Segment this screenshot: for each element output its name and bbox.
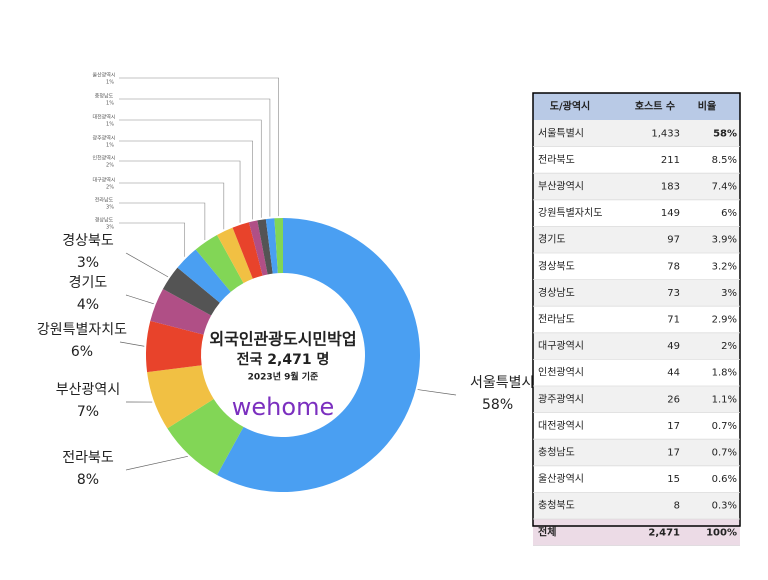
table-cell: 1.1% bbox=[712, 394, 737, 405]
table-cell: 49 bbox=[667, 341, 680, 352]
table-cell: 6% bbox=[721, 208, 737, 219]
table-cell: 73 bbox=[667, 288, 680, 299]
slice-value-label: 4% bbox=[77, 297, 99, 313]
leader-line bbox=[119, 183, 224, 229]
slice-value-label: 3% bbox=[106, 225, 114, 231]
table-cell: 7.4% bbox=[712, 182, 737, 193]
leader-line bbox=[119, 203, 205, 240]
table-cell: 211 bbox=[661, 155, 680, 166]
leader-line bbox=[126, 295, 154, 304]
table-cell: 183 bbox=[661, 182, 680, 193]
slice-label: 대전광역시 bbox=[92, 114, 115, 121]
table-cell: 충청남도 bbox=[538, 447, 575, 459]
table-cell: 울산광역시 bbox=[538, 473, 584, 485]
table-cell: 3.2% bbox=[712, 261, 737, 272]
table-cell: 2% bbox=[721, 341, 737, 352]
table-cell: 3% bbox=[721, 288, 737, 299]
table-cell: 0.6% bbox=[712, 474, 737, 485]
table-cell: 인천광역시 bbox=[538, 367, 584, 379]
leader-line bbox=[126, 456, 188, 470]
center-title: 외국인관광도시민박업 bbox=[209, 330, 356, 349]
slice-label: 서울특별시 bbox=[470, 375, 534, 391]
slice-value-label: 2% bbox=[106, 163, 114, 169]
slice-value-label: 58% bbox=[482, 397, 513, 413]
slice-value-label: 1% bbox=[106, 122, 114, 128]
table-cell: 8.5% bbox=[712, 155, 737, 166]
leader-line bbox=[119, 141, 253, 219]
table-cell: 2,471 bbox=[648, 527, 680, 538]
table-cell: 0.3% bbox=[712, 501, 737, 512]
table-cell: 149 bbox=[661, 208, 680, 219]
table-cell: 대전광역시 bbox=[538, 420, 584, 432]
slice-label: 경상북도 bbox=[62, 233, 114, 249]
logo: wehome bbox=[232, 393, 334, 421]
leader-line bbox=[119, 161, 240, 223]
table-cell: 경기도 bbox=[538, 233, 566, 246]
slice-label: 인천광역시 bbox=[92, 155, 115, 162]
table-cell: 대구광역시 bbox=[538, 340, 584, 352]
table-cell: 경상남도 bbox=[538, 286, 575, 299]
table-cell: 3.9% bbox=[712, 235, 737, 246]
leader-line bbox=[418, 390, 456, 395]
slice-value-label: 3% bbox=[77, 255, 99, 271]
slice-label: 대구광역시 bbox=[92, 177, 115, 184]
slice-value-label: 1% bbox=[106, 80, 114, 86]
table-cell: 경상북도 bbox=[538, 259, 575, 272]
table-cell: 100% bbox=[706, 527, 737, 538]
table-cell: 광주광역시 bbox=[538, 393, 584, 405]
table-cell: 강원특별자치도 bbox=[538, 207, 602, 219]
table-cell: 71 bbox=[667, 315, 680, 326]
center-note: 2023년 9월 기준 bbox=[248, 371, 319, 383]
slice-label: 울산광역시 bbox=[92, 72, 115, 79]
table-cell: 0.7% bbox=[712, 421, 737, 432]
table-header: 도/광역시 bbox=[550, 100, 590, 113]
slice-value-label: 2% bbox=[106, 185, 114, 191]
center-subtitle: 전국 2,471 명 bbox=[237, 351, 330, 368]
slice-label: 경상남도 bbox=[95, 217, 114, 224]
slice-label: 광주광역시 bbox=[92, 135, 115, 142]
slice-label: 경기도 bbox=[69, 275, 108, 291]
table-header: 비율 bbox=[698, 100, 716, 113]
slice-value-label: 1% bbox=[106, 101, 114, 107]
table-cell: 17 bbox=[667, 448, 680, 459]
slice-label: 부산광역시 bbox=[56, 382, 120, 398]
table-cell: 58% bbox=[713, 128, 737, 139]
leader-line bbox=[119, 223, 185, 257]
table-cell: 전라북도 bbox=[538, 154, 575, 166]
table-cell: 1,433 bbox=[651, 128, 680, 139]
slice-value-label: 6% bbox=[71, 344, 93, 360]
leader-line bbox=[126, 253, 168, 277]
table-cell: 부산광역시 bbox=[538, 181, 584, 193]
table-cell: 전라남도 bbox=[538, 314, 575, 326]
table-cell: 44 bbox=[667, 368, 680, 379]
slice-label: 충청남도 bbox=[95, 93, 114, 100]
leader-line bbox=[119, 99, 270, 217]
slice-value-label: 1% bbox=[106, 143, 114, 149]
table-header: 호스트 수 bbox=[635, 100, 675, 113]
table-cell: 전체 bbox=[538, 525, 556, 538]
table-cell: 8 bbox=[674, 501, 680, 512]
table-cell: 97 bbox=[667, 235, 680, 246]
table-cell: 충청북도 bbox=[538, 500, 575, 512]
table-cell: 2.9% bbox=[712, 315, 737, 326]
table-cell: 0.7% bbox=[712, 448, 737, 459]
slice-label: 전라북도 bbox=[62, 450, 114, 466]
slice-value-label: 3% bbox=[106, 205, 114, 211]
slice-value-label: 7% bbox=[77, 404, 99, 420]
slice-label: 전라남도 bbox=[95, 197, 114, 204]
table-cell: 서울특별시 bbox=[538, 127, 584, 139]
table-cell: 1.8% bbox=[712, 368, 737, 379]
slice-value-label: 8% bbox=[77, 472, 99, 488]
table-cell: 78 bbox=[667, 261, 680, 272]
slice-label: 강원특별자치도 bbox=[37, 322, 127, 338]
table-cell: 17 bbox=[667, 421, 680, 432]
table-cell: 26 bbox=[667, 394, 680, 405]
table-cell: 15 bbox=[667, 474, 680, 485]
leader-line bbox=[120, 342, 144, 346]
